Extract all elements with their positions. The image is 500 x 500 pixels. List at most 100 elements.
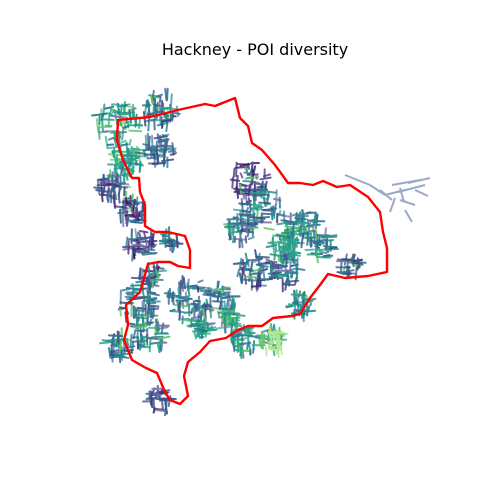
street-segment — [160, 322, 165, 334]
street-segment — [295, 263, 299, 279]
street-segment — [251, 223, 254, 237]
high-diversity-segment — [122, 157, 134, 161]
street-segment — [169, 147, 177, 152]
street-segment — [282, 232, 297, 235]
high-diversity-segment — [287, 239, 291, 246]
street-segment — [298, 226, 303, 234]
street-segment — [147, 116, 151, 132]
street-segment — [259, 176, 272, 181]
street-segment — [109, 105, 114, 115]
street-segment — [232, 235, 235, 244]
street-segment — [356, 257, 361, 269]
street-segment — [272, 206, 276, 219]
street-segment — [160, 387, 164, 396]
street-segment — [235, 161, 238, 178]
street-segment — [244, 260, 248, 268]
street-segment — [108, 114, 125, 119]
street-segment — [251, 194, 263, 197]
street-segment — [119, 306, 122, 317]
street-segment — [124, 105, 136, 109]
outlier-street-segment — [399, 187, 405, 203]
street-segment — [249, 261, 254, 273]
street-segment — [210, 306, 220, 310]
street-segment — [204, 303, 212, 307]
high-diversity-segment — [284, 236, 288, 242]
street-segment — [128, 129, 143, 133]
street-segment — [265, 258, 273, 263]
street-segment — [186, 299, 191, 308]
street-segment — [191, 286, 207, 290]
street-segment — [169, 152, 177, 156]
street-segment — [247, 236, 255, 241]
street-segment — [149, 341, 163, 345]
street-segment — [274, 269, 290, 273]
street-segment — [324, 227, 327, 238]
street-segment — [206, 322, 210, 331]
street-segment — [151, 269, 168, 273]
street-segment — [150, 236, 153, 251]
street-segment — [151, 232, 155, 249]
street-segment — [105, 338, 118, 342]
street-segment — [231, 335, 241, 339]
street-segment — [261, 265, 266, 282]
outlier-street-segment — [407, 177, 431, 184]
street-segment — [119, 306, 126, 310]
street-segment — [136, 163, 144, 167]
street-segment — [146, 111, 155, 116]
street-segment — [160, 116, 164, 128]
street-segment — [139, 332, 144, 344]
street-segment — [269, 264, 279, 268]
street-segment — [193, 330, 197, 340]
street-segment — [225, 298, 229, 313]
high-diversity-segment — [280, 252, 284, 264]
street-segment — [266, 194, 270, 202]
street-segment — [119, 103, 124, 117]
high-diversity-segment — [291, 238, 294, 244]
street-segment — [161, 118, 173, 123]
street-segment — [172, 240, 177, 252]
street-segment — [155, 409, 167, 413]
high-diversity-segment — [272, 330, 276, 340]
street-segment — [206, 287, 213, 290]
high-diversity-segment — [127, 154, 138, 158]
street-segment — [113, 109, 117, 117]
street-segment — [131, 193, 134, 205]
street-segment — [161, 134, 169, 138]
street-segment — [129, 333, 133, 348]
street-segment — [131, 165, 135, 174]
street-segment — [128, 322, 136, 326]
street-segment — [113, 205, 127, 209]
street-segment — [244, 331, 254, 335]
street-segment — [122, 125, 130, 129]
street-segment — [159, 338, 163, 346]
street-segment — [91, 112, 107, 117]
outlier-street-segment — [344, 174, 371, 186]
street-segment — [289, 267, 298, 272]
street-segment — [229, 338, 245, 341]
street-segment — [219, 289, 223, 304]
street-segment — [96, 118, 99, 133]
street-segment — [235, 216, 240, 231]
street-segment — [152, 407, 157, 414]
street-segment — [277, 255, 281, 263]
high-diversity-segment — [269, 334, 273, 346]
street-segment — [293, 289, 296, 304]
street-segment — [265, 244, 278, 248]
street-segment — [218, 302, 222, 310]
high-diversity-segment — [279, 344, 283, 356]
street-segment — [223, 223, 234, 227]
street-segment — [164, 399, 168, 415]
street-segment — [246, 228, 251, 238]
street-segment — [276, 221, 288, 226]
street-segment — [321, 234, 338, 238]
street-segment — [216, 325, 232, 330]
street-segment — [159, 107, 172, 110]
street-segment — [190, 302, 200, 306]
street-segment — [104, 135, 109, 149]
street-segment — [120, 139, 127, 144]
street-segment — [161, 158, 175, 163]
street-segment — [120, 165, 124, 175]
street-segment — [202, 304, 213, 308]
high-diversity-segment — [277, 331, 289, 335]
street-segment — [135, 329, 145, 333]
